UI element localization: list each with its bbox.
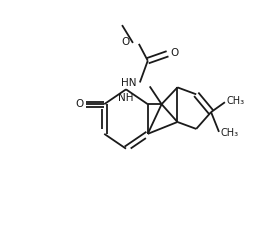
Text: O: O xyxy=(122,37,130,47)
Text: O: O xyxy=(170,48,179,58)
Text: HN: HN xyxy=(121,78,137,88)
Text: CH₃: CH₃ xyxy=(227,96,245,106)
Text: CH₃: CH₃ xyxy=(221,128,239,138)
Text: O: O xyxy=(75,99,84,109)
Text: NH: NH xyxy=(118,93,134,103)
